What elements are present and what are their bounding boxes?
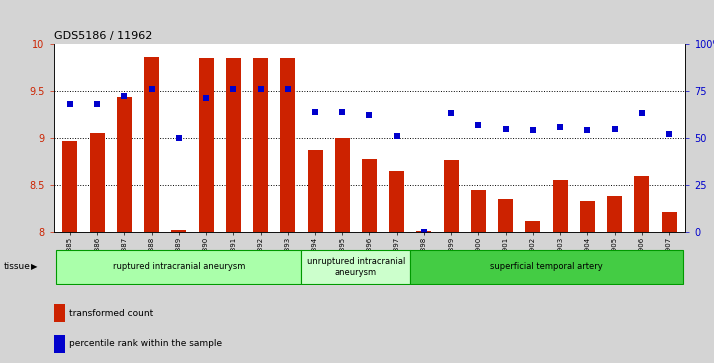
Bar — [335, 138, 350, 232]
Text: unruptured intracranial
aneurysm: unruptured intracranial aneurysm — [307, 257, 405, 277]
Bar — [117, 97, 132, 232]
Text: tissue: tissue — [4, 262, 31, 271]
Bar — [308, 150, 323, 232]
Bar — [498, 199, 513, 232]
Bar — [54, 335, 65, 353]
Text: ▶: ▶ — [31, 262, 37, 271]
Text: transformed count: transformed count — [69, 309, 154, 318]
Bar — [471, 190, 486, 232]
Bar — [662, 212, 677, 232]
Text: superficial temporal artery: superficial temporal artery — [490, 262, 603, 271]
Bar — [62, 141, 77, 232]
Text: percentile rank within the sample: percentile rank within the sample — [69, 339, 222, 348]
Bar — [198, 58, 213, 232]
Bar — [416, 231, 431, 232]
FancyBboxPatch shape — [411, 250, 683, 284]
Bar — [171, 231, 186, 232]
Bar — [526, 221, 540, 232]
Bar — [144, 57, 159, 232]
Bar — [54, 304, 65, 322]
Text: ruptured intracranial aneurysm: ruptured intracranial aneurysm — [113, 262, 245, 271]
Bar — [362, 159, 377, 232]
FancyBboxPatch shape — [301, 250, 411, 284]
Bar — [226, 58, 241, 232]
FancyBboxPatch shape — [56, 250, 301, 284]
Text: GDS5186 / 11962: GDS5186 / 11962 — [54, 31, 152, 41]
Bar — [253, 58, 268, 232]
Bar — [580, 201, 595, 232]
Bar — [443, 160, 458, 232]
Bar — [553, 180, 568, 232]
Bar — [281, 58, 296, 232]
Bar — [389, 171, 404, 232]
Bar — [90, 133, 105, 232]
Bar — [607, 196, 622, 232]
Bar — [634, 176, 649, 232]
